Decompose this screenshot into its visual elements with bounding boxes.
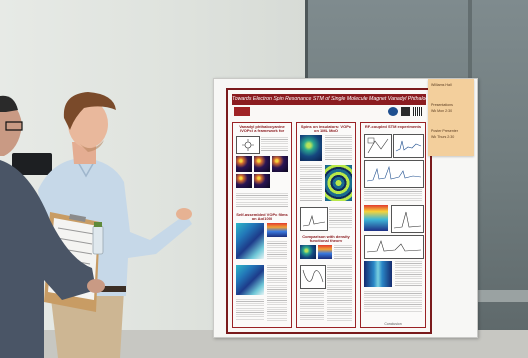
sponsor-logo [401, 107, 410, 116]
poster-column-2: Spins on insulators: VOPc on 1ML MgO Com… [296, 122, 356, 328]
sticky-note-line: Wk Thurs 2:30 [431, 135, 455, 139]
viewer-face [0, 100, 22, 156]
molecule-diagram [236, 136, 260, 154]
text-block [364, 189, 422, 201]
poster-title: Towards Electron Spin Resonance STM of S… [232, 94, 426, 105]
text-block [327, 265, 352, 321]
poster-column-3: RF-coupled STM experiments Conclusion [360, 122, 426, 328]
sticky-note-line: Wk Mon 2:30 [431, 109, 453, 113]
text-block [329, 207, 352, 229]
conclusion-heading: Conclusion [384, 322, 402, 326]
dft-image [318, 245, 332, 259]
section-heading: Vanadyl phthalocyanine (VOPc) a framewor… [239, 125, 285, 132]
presenter-hand [176, 208, 192, 220]
film-topography-image [236, 223, 264, 259]
stm-image [254, 174, 270, 188]
colormap-plot [364, 261, 392, 287]
stm-image [236, 156, 252, 172]
stm-image [325, 165, 352, 201]
text-block [267, 265, 287, 321]
sticky-note: Williams Hall Presentations Wk Mon 2:30 … [428, 79, 474, 156]
text-block [300, 291, 324, 321]
text-block [236, 299, 264, 321]
spectrum-plot [300, 207, 328, 231]
film-topography-image [236, 265, 264, 295]
section-heading: RF-coupled STM experiments [364, 125, 422, 129]
background-monitor [12, 153, 52, 175]
presenter-khaki-pants [50, 290, 124, 358]
viewer-gray-jacket [0, 160, 96, 358]
stm-image [300, 135, 322, 161]
rf-spectrum-plot [393, 134, 424, 158]
section-heading: Spins on insulators: VOPc on 1ML MgO [300, 125, 352, 132]
text-block [364, 291, 422, 313]
research-poster: Towards Electron Spin Resonance STM of S… [226, 88, 432, 334]
line-plot [364, 235, 424, 259]
stm-image [272, 156, 288, 172]
line-plot [391, 205, 424, 233]
text-block [325, 135, 352, 161]
text-block [261, 137, 288, 151]
colormap-plot [364, 205, 388, 231]
presenter-hair [63, 92, 116, 130]
partner-logo [388, 107, 398, 116]
qr-code [413, 107, 422, 116]
sticky-note-line: Williams Hall [431, 83, 452, 87]
dft-plot [300, 265, 326, 289]
stm-image [254, 156, 270, 172]
noise-spectrum-plot [364, 160, 424, 188]
text-block [334, 245, 352, 259]
text-block [300, 165, 322, 201]
text-block [267, 241, 287, 259]
rf-setup-diagram [364, 134, 392, 158]
sticky-note-line: Presentations [431, 103, 453, 107]
3d-surface-plot [267, 223, 287, 237]
sticky-note-line: Poster Presenter [431, 129, 458, 133]
dft-image [300, 245, 316, 259]
text-block [395, 261, 422, 287]
viewer-person [0, 95, 105, 358]
poster-column-1: Vanadyl phthalocyanine (VOPc) a framewor… [232, 122, 292, 328]
viewer-glasses [5, 121, 23, 131]
water-bottle [92, 222, 104, 255]
text-block [236, 193, 288, 207]
wall-shelf [470, 290, 528, 302]
section-heading: Comparison with density functional theor… [302, 235, 350, 242]
viewer-hair [0, 95, 18, 112]
viewer-hand [87, 279, 105, 293]
section-heading: Self-assembled VOPc films on Ag(100) [236, 213, 288, 220]
university-logo [234, 107, 250, 116]
stm-image [236, 174, 252, 188]
